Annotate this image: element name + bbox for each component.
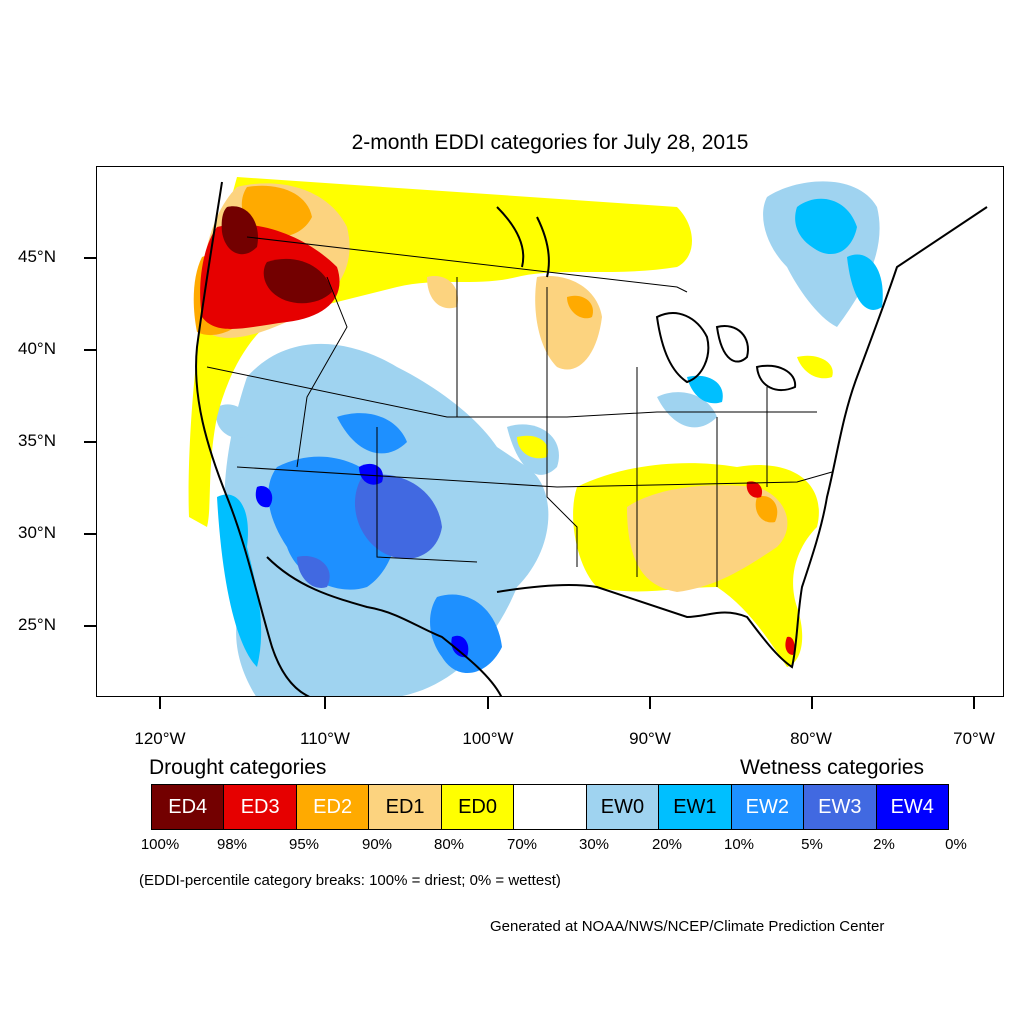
break-label: 30% [578, 836, 610, 853]
lon-tick [811, 697, 813, 709]
legend-note: (EDDI-percentile category breaks: 100% =… [139, 872, 561, 889]
break-label: 95% [288, 836, 320, 853]
lon-label-120w: 120°W [134, 729, 186, 748]
break-label: 70% [506, 836, 538, 853]
map-frame [96, 166, 1004, 697]
lat-label-40n: 40°N [18, 339, 56, 358]
lat-label-30n: 30°N [18, 523, 56, 542]
legend-cell-ed2: ED2 [296, 785, 370, 829]
lon-tick [159, 697, 161, 709]
legend-cell-ed0: ED0 [441, 785, 515, 829]
lon-tick [973, 697, 975, 709]
lon-tick [487, 697, 489, 709]
break-label: 5% [801, 836, 823, 853]
eddi-map [188, 177, 988, 696]
lon-tick [324, 697, 326, 709]
break-label: 0% [945, 836, 967, 853]
break-label: 20% [651, 836, 683, 853]
lon-tick [649, 697, 651, 709]
legend-cell-ed4: ED4 [152, 785, 225, 829]
legend-cell-ed1: ED1 [369, 785, 442, 829]
legend-cell-ew2: EW2 [731, 785, 805, 829]
legend-cell-ed3: ED3 [224, 785, 297, 829]
lat-label-25n: 25°N [18, 615, 56, 634]
lat-tick [84, 533, 96, 535]
lon-label-100w: 100°W [462, 729, 514, 748]
lon-label-90w: 90°W [629, 729, 671, 748]
lat-label-45n: 45°N [18, 247, 56, 266]
lat-tick [84, 625, 96, 627]
break-label: 10% [723, 836, 755, 853]
wetness-heading: Wetness categories [740, 756, 925, 779]
lon-label-110w: 110°W [300, 729, 350, 748]
category-legend: ED4 ED3 ED2 ED1 ED0 EW0 EW1 EW2 EW3 EW4 [151, 784, 949, 830]
legend-cell-neutral [514, 785, 587, 829]
break-label: 2% [873, 836, 895, 853]
drought-heading: Drought categories [149, 756, 327, 779]
lon-label-70w: 70°W [953, 729, 995, 748]
break-label: 80% [433, 836, 465, 853]
legend-cell-ew4: EW4 [876, 785, 948, 829]
coastlines [195, 181, 988, 696]
lat-tick [84, 257, 96, 259]
break-label: 98% [216, 836, 248, 853]
lat-label-35n: 35°N [18, 431, 56, 450]
lon-label-80w: 80°W [790, 729, 832, 748]
lat-tick [84, 349, 96, 351]
break-label: 100% [140, 836, 180, 853]
legend-cell-ew1: EW1 [659, 785, 732, 829]
ed4-region [221, 206, 332, 304]
break-label: 90% [361, 836, 393, 853]
credit-line: Generated at NOAA/NWS/NCEP/Climate Predi… [490, 918, 885, 935]
legend-cell-ew0: EW0 [586, 785, 660, 829]
state-boundaries [206, 236, 833, 587]
lat-tick [84, 441, 96, 443]
ew1-region [217, 198, 883, 667]
legend-cell-ew3: EW3 [804, 785, 877, 829]
map-title: 2-month EDDI categories for July 28, 201… [351, 131, 749, 154]
